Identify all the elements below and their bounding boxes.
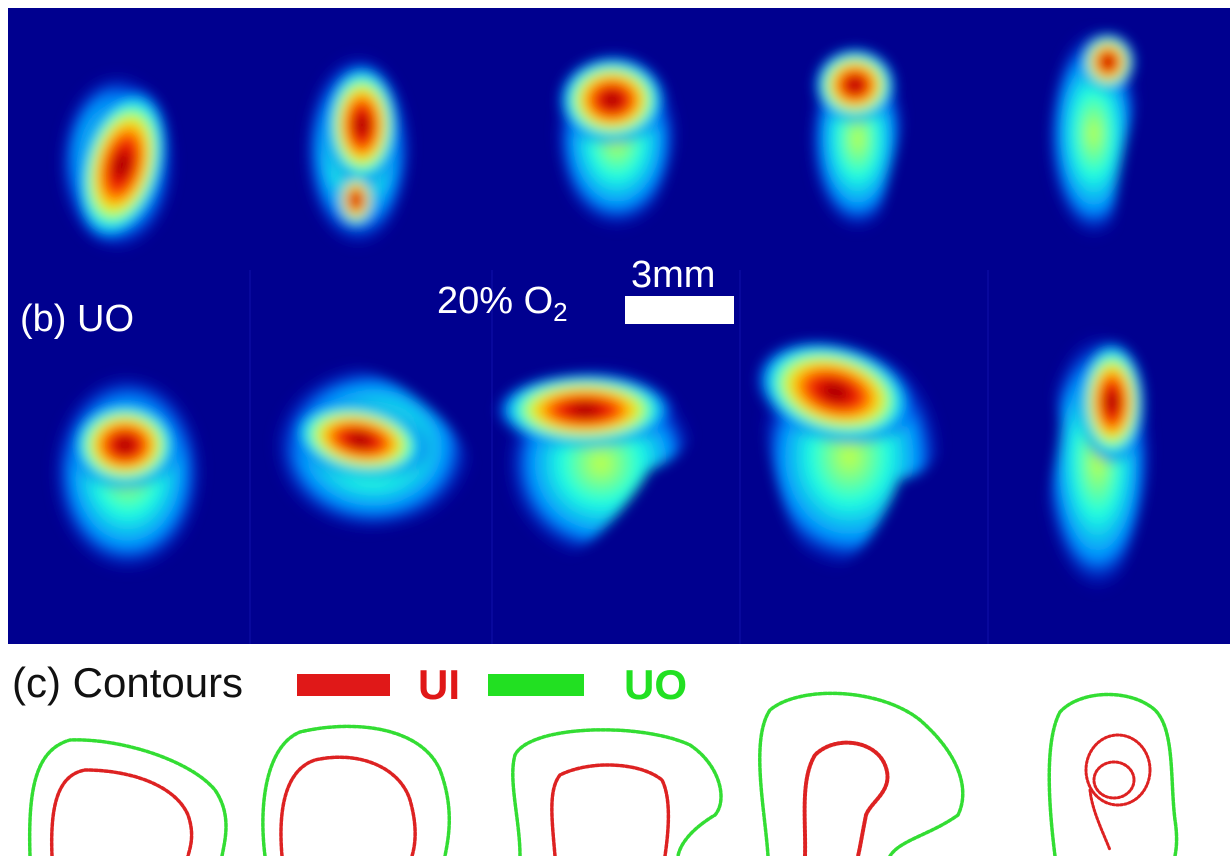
uo-flame-3 <box>495 366 698 562</box>
contour-3 <box>511 728 723 856</box>
scale-bar-label: 3mm <box>631 254 716 296</box>
contour-row <box>27 691 1179 856</box>
uo-flame-2 <box>271 362 475 533</box>
legend-uo-label: UO <box>624 661 687 708</box>
scale-bar <box>625 296 734 324</box>
ui-flame-5 <box>1046 28 1141 239</box>
oxygen-prefix: 20% O <box>437 280 554 322</box>
uo-flame-4 <box>754 339 944 571</box>
uo-flame-5 <box>1042 332 1153 593</box>
panel-c-label: (c) Contours <box>12 659 244 706</box>
oxygen-subscript: 2 <box>553 297 568 327</box>
uo-flame-1 <box>50 372 205 573</box>
contour-5 <box>1047 692 1179 856</box>
legend-ui-label: UI <box>418 661 460 708</box>
ui-flame-3 <box>553 50 680 230</box>
panel-b-label: (b) UO <box>20 298 134 340</box>
legend-ui-swatch <box>297 674 390 696</box>
uo-flame-row <box>50 332 1153 593</box>
oxygen-concentration-label: 20% O2 <box>437 282 568 325</box>
ui-flame-1 <box>58 72 177 253</box>
ui-flame-4 <box>809 46 907 232</box>
legend-uo-swatch <box>488 674 584 696</box>
contour-1 <box>27 738 228 856</box>
ui-flame-row <box>58 28 1141 253</box>
contour-4 <box>758 691 965 856</box>
ui-flame-2 <box>303 52 413 249</box>
contour-2 <box>261 724 451 856</box>
panel-dividers <box>249 270 989 644</box>
